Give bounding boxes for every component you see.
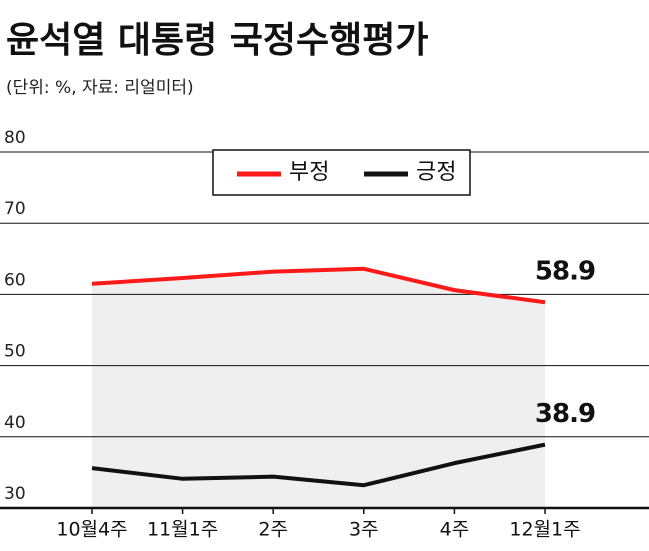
value-label: 58.9 [535,257,595,287]
x-tick-label: 12월1주 [509,519,580,541]
shaded-area [92,268,545,508]
line [91,266,546,305]
line [91,442,546,488]
legend-label: 부정 [289,160,329,185]
x-tick-label: 11월1주 [147,519,218,541]
y-tick-label: 40 [4,413,26,433]
x-tick-label: 3주 [349,519,379,541]
value-label: 38.9 [535,399,595,429]
legend-label: 긍정 [416,160,456,185]
x-tick-label: 2주 [258,519,288,541]
chart-subtitle: (단위: %, 자료: 리얼미터) [6,78,194,98]
x-tick-label: 10월4주 [56,519,127,541]
y-tick-label: 60 [4,270,26,290]
y-tick-label: 80 [4,128,26,148]
x-tick-label: 4주 [440,519,470,541]
y-tick-label: 70 [4,199,26,219]
y-tick-label: 30 [4,484,26,504]
y-tick-label: 50 [4,342,26,362]
chart-title: 윤석열 대통령 국정수행평가 [6,20,429,61]
